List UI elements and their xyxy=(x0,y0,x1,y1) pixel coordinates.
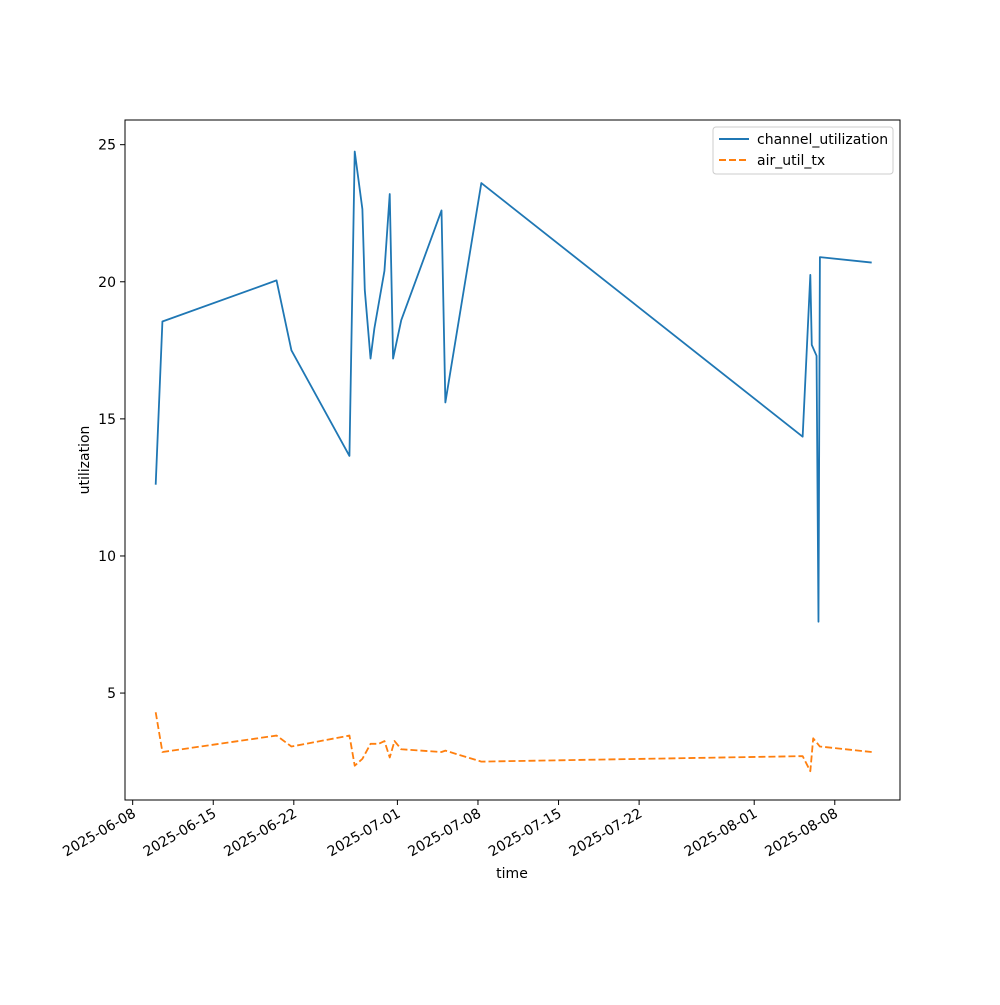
x-tick-label: 2025-06-15 xyxy=(141,806,219,861)
x-axis: 2025-06-08 2025-06-15 2025-06-22 2025-07-01… xyxy=(60,800,841,860)
legend: channel_utilization air_util_tx xyxy=(712,126,894,175)
series-line-channel-utilization xyxy=(154,150,872,623)
x-tick-label: 2025-06-22 xyxy=(221,806,299,861)
plot-frame xyxy=(124,119,901,801)
x-tick-label: 2025-07-01 xyxy=(325,806,403,861)
x-tick-label: 2025-07-22 xyxy=(567,806,645,861)
x-tick-label: 2025-08-08 xyxy=(762,806,840,861)
x-tick-label: 2025-07-08 xyxy=(406,806,484,861)
legend-box xyxy=(712,126,894,175)
y-axis: 5 10 15 20 25 xyxy=(98,138,125,702)
legend-label-channel-utilization: channel_utilization xyxy=(757,132,888,148)
x-tick-label: 2025-07-15 xyxy=(486,806,564,861)
x-tick-label: 2025-08-01 xyxy=(682,806,760,861)
y-tick-label: 5 xyxy=(107,686,116,702)
data-layer xyxy=(154,150,872,773)
y-tick-label: 25 xyxy=(98,138,116,154)
legend-label-air-util-tx: air_util_tx xyxy=(757,153,825,169)
y-tick-label: 10 xyxy=(98,549,116,565)
y-tick-label: 15 xyxy=(98,412,116,428)
y-tick-label: 20 xyxy=(98,275,116,291)
x-tick-label: 2025-06-08 xyxy=(60,806,138,861)
y-axis-label: utilization xyxy=(77,426,93,495)
x-axis-label: time xyxy=(496,866,528,882)
series-line-air-util-tx xyxy=(154,712,872,773)
